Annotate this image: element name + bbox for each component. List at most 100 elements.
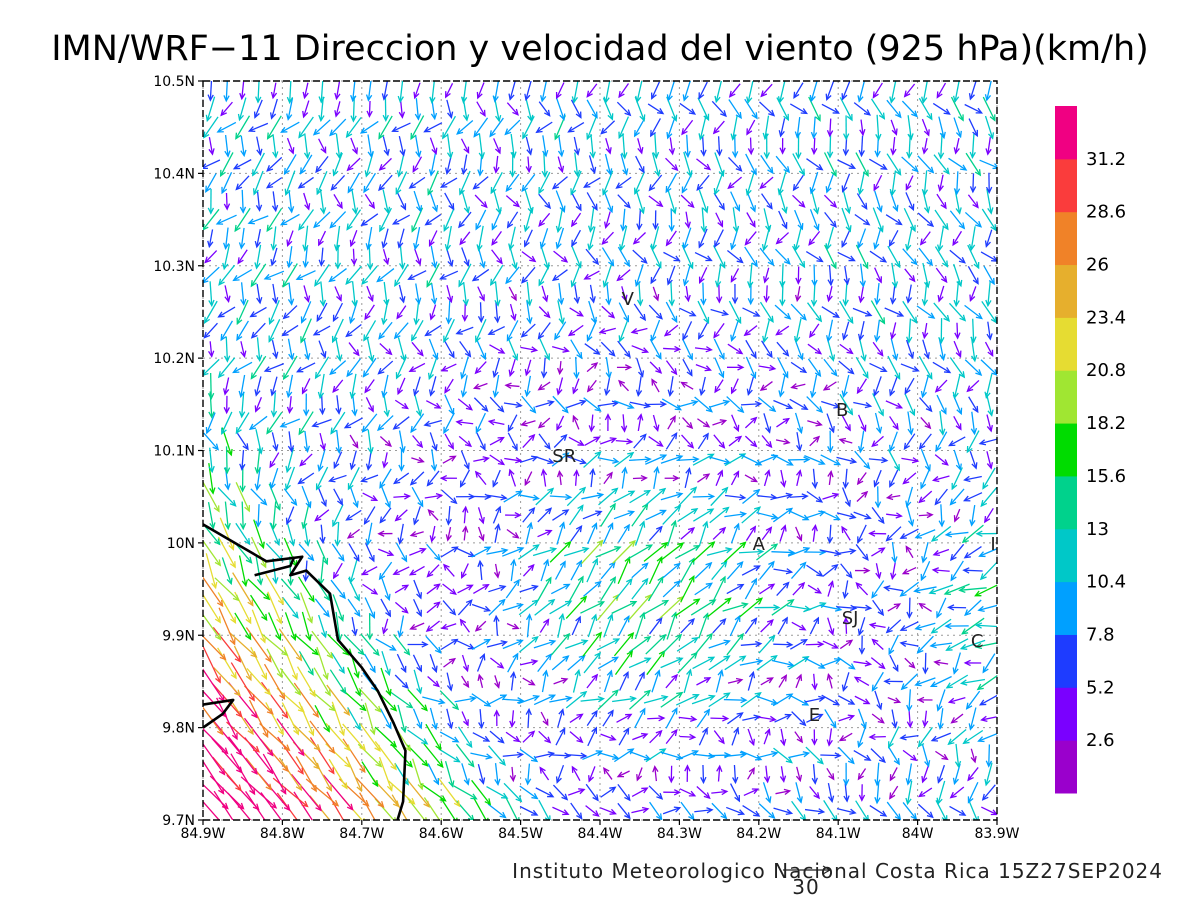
wind-vector — [502, 639, 524, 650]
coastline — [203, 523, 407, 820]
wind-vector — [648, 195, 664, 208]
wind-vector — [887, 245, 901, 269]
wind-vector — [963, 546, 982, 559]
wind-vector — [600, 341, 616, 357]
wind-vector — [652, 414, 660, 432]
wind-vector — [256, 283, 263, 305]
wind-vector — [727, 677, 744, 685]
wind-vector — [266, 411, 283, 435]
wind-vector — [985, 137, 992, 156]
wind-vector — [471, 779, 492, 806]
wind-vector — [397, 81, 404, 104]
wind-vector — [557, 283, 565, 306]
wind-vector — [280, 121, 300, 133]
wind-vector — [763, 413, 772, 434]
wind-vector — [727, 343, 744, 355]
wind-vector — [379, 708, 392, 730]
wind-vector — [744, 416, 758, 429]
wind-vector — [981, 208, 997, 232]
wind-vector — [777, 170, 787, 196]
wind-vector — [836, 456, 858, 464]
wind-vector — [652, 133, 660, 160]
wind-vector — [250, 594, 268, 622]
wind-vector — [524, 81, 532, 102]
wind-vector — [397, 228, 405, 249]
wind-vector — [632, 474, 648, 482]
wind-vector — [763, 469, 771, 487]
wind-vector — [503, 401, 523, 409]
wind-vector — [377, 360, 394, 375]
wind-vector — [916, 305, 936, 319]
wind-vector — [645, 454, 668, 465]
wind-vector — [746, 212, 756, 228]
wind-vector — [414, 98, 422, 121]
wind-vector — [874, 283, 881, 306]
wind-vector — [540, 81, 548, 103]
wind-vector — [916, 635, 934, 654]
wind-vector — [949, 357, 966, 379]
colorbar-swatch — [1055, 687, 1077, 741]
wind-vector — [444, 433, 454, 450]
wind-vector — [460, 375, 468, 398]
wind-vector — [317, 373, 325, 400]
wind-vector — [724, 655, 747, 671]
wind-vector — [471, 638, 492, 650]
wind-vector — [666, 81, 676, 102]
wind-vector — [596, 638, 621, 651]
wind-vector — [471, 546, 492, 558]
wind-vector — [600, 786, 617, 798]
wind-vector — [716, 764, 723, 782]
wind-vector — [728, 83, 741, 98]
wind-vector — [377, 530, 393, 537]
wind-vector — [600, 807, 617, 815]
wind-vector — [284, 170, 296, 197]
wind-vector — [634, 264, 644, 288]
wind-vector — [953, 340, 962, 358]
wind-vector — [613, 510, 636, 520]
wind-vector — [648, 436, 664, 447]
wind-vector — [790, 303, 807, 321]
wind-vector — [568, 575, 584, 602]
wind-vector — [616, 269, 631, 282]
wind-vector — [203, 706, 224, 736]
wind-vector — [524, 359, 532, 377]
wind-vector — [986, 451, 994, 470]
wind-vector — [697, 300, 710, 325]
wind-vector — [794, 286, 802, 303]
wind-vector — [586, 362, 599, 373]
place-label: I — [990, 534, 995, 555]
wind-vector — [586, 709, 598, 727]
wind-vector — [282, 597, 299, 619]
wind-vector — [649, 729, 663, 744]
wind-vector — [962, 729, 984, 745]
wind-vector — [203, 539, 222, 567]
wind-vector — [248, 415, 268, 431]
wind-vector — [665, 230, 677, 247]
wind-vector — [394, 584, 410, 594]
wind-vector — [976, 675, 997, 691]
wind-vector — [313, 667, 331, 697]
wind-vector — [722, 602, 749, 612]
wind-vector — [616, 770, 630, 778]
wind-vector — [859, 263, 866, 288]
wind-vector — [980, 715, 997, 723]
wind-vector — [382, 249, 390, 266]
wind-vector — [372, 777, 400, 808]
wind-vector — [331, 318, 344, 344]
wind-vector — [874, 412, 883, 435]
wind-vector — [461, 189, 470, 214]
wind-vector — [223, 336, 231, 363]
wind-vector — [902, 802, 918, 820]
wind-vector — [763, 765, 771, 784]
wind-vector — [572, 378, 580, 395]
wind-vector — [680, 801, 695, 820]
wind-vector — [474, 361, 487, 375]
wind-vector — [841, 374, 850, 398]
wind-vector — [492, 374, 500, 399]
wind-vector — [791, 621, 807, 631]
wind-vector — [824, 244, 837, 270]
wind-vector — [789, 398, 809, 411]
wind-vector — [589, 467, 596, 488]
wind-vector — [413, 669, 423, 695]
wind-vector — [429, 137, 438, 156]
